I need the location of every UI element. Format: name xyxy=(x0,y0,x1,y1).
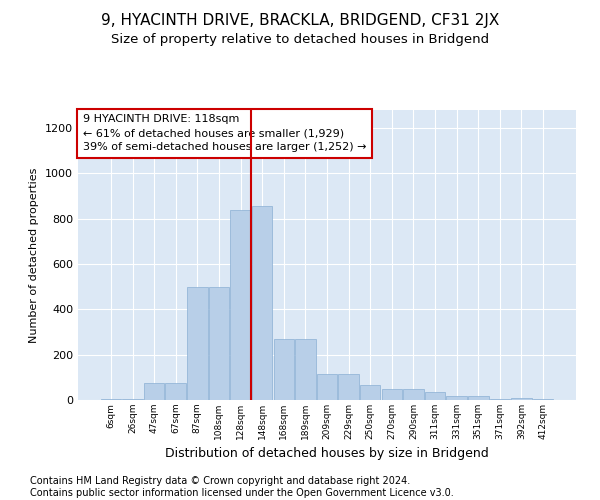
Bar xyxy=(533,399,553,400)
Text: Contains HM Land Registry data © Crown copyright and database right 2024.
Contai: Contains HM Land Registry data © Crown c… xyxy=(30,476,454,498)
Bar xyxy=(101,399,121,400)
Bar xyxy=(360,386,380,400)
X-axis label: Distribution of detached houses by size in Bridgend: Distribution of detached houses by size … xyxy=(165,448,489,460)
Bar xyxy=(403,388,424,400)
Bar xyxy=(252,206,272,400)
Bar xyxy=(144,383,164,400)
Bar xyxy=(209,286,229,400)
Bar xyxy=(511,398,532,400)
Bar xyxy=(166,383,186,400)
Text: 9 HYACINTH DRIVE: 118sqm
← 61% of detached houses are smaller (1,929)
39% of sem: 9 HYACINTH DRIVE: 118sqm ← 61% of detach… xyxy=(83,114,367,152)
Y-axis label: Number of detached properties: Number of detached properties xyxy=(29,168,40,342)
Bar xyxy=(187,286,208,400)
Text: 9, HYACINTH DRIVE, BRACKLA, BRIDGEND, CF31 2JX: 9, HYACINTH DRIVE, BRACKLA, BRIDGEND, CF… xyxy=(101,12,499,28)
Bar xyxy=(490,399,510,400)
Text: Size of property relative to detached houses in Bridgend: Size of property relative to detached ho… xyxy=(111,32,489,46)
Bar xyxy=(382,388,402,400)
Bar xyxy=(295,339,316,400)
Bar xyxy=(274,339,294,400)
Bar xyxy=(317,374,337,400)
Bar xyxy=(468,396,488,400)
Bar xyxy=(230,210,251,400)
Bar xyxy=(338,374,359,400)
Bar xyxy=(446,396,467,400)
Bar xyxy=(425,392,445,400)
Bar xyxy=(122,399,143,400)
